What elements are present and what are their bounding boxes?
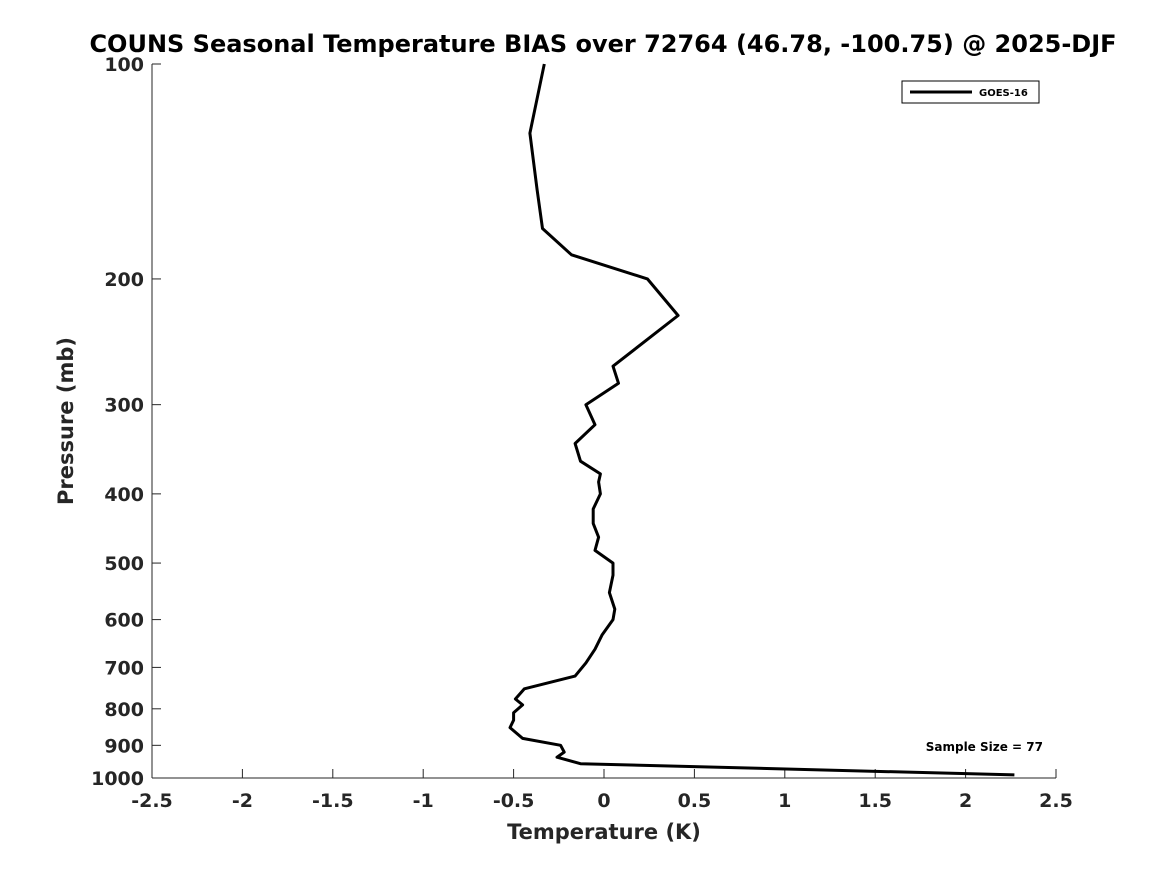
x-tick-label: 0.5 bbox=[678, 790, 712, 812]
x-tick-label: -1.5 bbox=[312, 790, 354, 812]
x-tick-label: 1.5 bbox=[858, 790, 892, 812]
y-tick-label: 800 bbox=[104, 699, 144, 721]
legend-label-goes-16: GOES-16 bbox=[979, 88, 1028, 99]
series-layer bbox=[508, 63, 1015, 777]
legend: GOES-16 bbox=[901, 80, 1040, 104]
sample-size-annotation: Sample Size = 77 bbox=[926, 740, 1043, 754]
x-tick-label: -1 bbox=[413, 790, 434, 812]
y-tick-label: 700 bbox=[104, 657, 144, 679]
x-tick-label: 0 bbox=[597, 790, 610, 812]
x-tick-label: -2.5 bbox=[131, 790, 173, 812]
series-line-goes-16 bbox=[508, 63, 1015, 777]
y-tick-label: 600 bbox=[104, 610, 144, 632]
y-tick-label: 400 bbox=[104, 484, 144, 506]
x-axis-ticks: -2.5 -2 -1.5 -1 -0.5 0 0.5 1 1.5 2 2.5 bbox=[131, 769, 1073, 812]
y-axis-label: Pressure (mb) bbox=[54, 337, 78, 505]
y-tick-label: 300 bbox=[104, 395, 144, 417]
x-tick-label: -0.5 bbox=[493, 790, 535, 812]
x-tick-label: -2 bbox=[232, 790, 253, 812]
y-axis-ticks: 100 200 300 400 500 600 700 800 900 1000 bbox=[91, 54, 161, 790]
chart-title: COUNS Seasonal Temperature BIAS over 727… bbox=[89, 30, 1116, 58]
y-tick-label: 200 bbox=[104, 269, 144, 291]
x-tick-label: 2.5 bbox=[1039, 790, 1073, 812]
y-tick-label: 1000 bbox=[91, 768, 144, 790]
x-tick-label: 1 bbox=[778, 790, 791, 812]
plot-area bbox=[152, 64, 1056, 778]
x-tick-label: 2 bbox=[959, 790, 972, 812]
y-tick-label: 900 bbox=[104, 735, 144, 757]
y-tick-label: 100 bbox=[104, 54, 144, 76]
y-tick-label: 500 bbox=[104, 553, 144, 575]
x-axis-label: Temperature (K) bbox=[507, 820, 701, 844]
